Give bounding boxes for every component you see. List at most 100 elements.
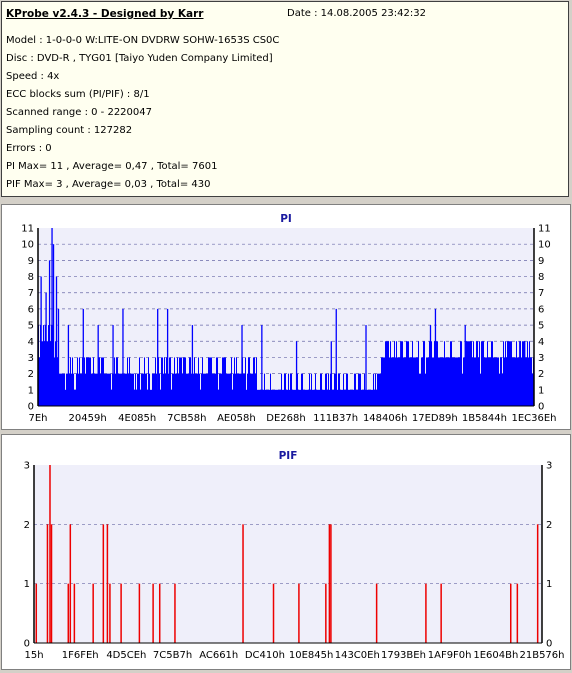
pi-bar	[257, 389, 258, 406]
pi-bar	[214, 373, 215, 406]
pi-bar	[266, 389, 267, 406]
x-tick-label: 17ED89h	[412, 413, 458, 424]
pi-peak	[48, 260, 51, 406]
pi-bar	[317, 389, 318, 406]
x-tick-label: 15h	[24, 650, 43, 661]
pi-bar	[212, 373, 213, 406]
pi-peak	[97, 325, 99, 406]
pi-bar	[446, 357, 447, 406]
pi-bar	[182, 373, 183, 406]
pi-bar	[159, 373, 160, 406]
pi-bar	[142, 373, 143, 406]
pi-bar	[343, 373, 344, 406]
pi-bar	[187, 373, 188, 406]
x-tick-label: AE058h	[217, 413, 256, 424]
pi-peak	[112, 325, 114, 406]
pi-bar	[529, 341, 530, 406]
pi-bar	[483, 341, 484, 406]
pi-bar	[141, 373, 142, 406]
pi-bar	[385, 341, 386, 406]
pi-bar	[272, 389, 273, 406]
pi-bar	[237, 373, 238, 406]
pi-bar	[315, 373, 316, 406]
pi-bar	[415, 357, 416, 406]
pi-bar	[403, 357, 404, 406]
pi-bar	[200, 389, 201, 406]
pi-bar	[164, 357, 165, 406]
pi-bar	[363, 389, 364, 406]
pi-peak	[40, 276, 42, 406]
y-tick-label-left: 9	[28, 256, 34, 267]
x-tick-label: 4E085h	[118, 413, 156, 424]
pi-bar	[391, 357, 392, 406]
pi-bar	[454, 357, 455, 406]
pi-bar	[170, 357, 171, 406]
pi-bar	[494, 357, 495, 406]
pi-bar	[286, 389, 287, 406]
pi-peak	[330, 341, 332, 406]
pi-bar	[158, 357, 159, 406]
pi-bar	[234, 357, 235, 406]
pif-bar	[35, 583, 38, 643]
pi-bar	[523, 341, 524, 406]
pi-bar	[72, 357, 73, 406]
y-tick-label-right: 0	[538, 402, 544, 413]
pi-bar	[163, 373, 164, 406]
pi-bar	[474, 357, 475, 406]
pi-bar	[433, 357, 434, 406]
chart-title: PIF	[279, 450, 298, 462]
pi-bar	[442, 357, 443, 406]
pi-bar	[161, 357, 162, 406]
pif-bar	[516, 583, 519, 643]
pi-peak	[191, 325, 194, 406]
pi-bar	[374, 389, 375, 406]
pi-bar	[368, 389, 369, 406]
pi-peak	[51, 228, 53, 406]
pi-bar	[510, 341, 511, 406]
pi-bar	[175, 373, 176, 406]
pi-bar	[97, 373, 98, 406]
pi-bar	[145, 373, 146, 406]
pi-bar	[194, 357, 195, 406]
pi-bar	[318, 389, 319, 406]
pi-bar	[471, 341, 472, 406]
pif-bar	[375, 583, 378, 643]
pi-bar	[383, 357, 384, 406]
pi-bar	[502, 373, 503, 406]
pi-bar	[156, 373, 157, 406]
pi-bar	[402, 341, 403, 406]
pi-bar	[444, 341, 445, 406]
pi-bar	[155, 357, 156, 406]
pi-bar	[478, 357, 479, 406]
pi-bar	[348, 389, 349, 406]
pi-bar	[94, 373, 95, 406]
pi-bar	[314, 389, 315, 406]
pi-bar	[135, 373, 136, 406]
pi-bar	[44, 341, 45, 406]
pif-bar	[298, 583, 300, 643]
pi-bar	[124, 373, 125, 406]
pi-bar	[484, 357, 485, 406]
x-tick-label: 1793BEh	[381, 650, 426, 661]
pi-bar	[132, 373, 133, 406]
pi-bar	[514, 357, 515, 406]
pi-bar	[458, 357, 459, 406]
pi-bar	[387, 341, 388, 406]
pi-bar	[60, 373, 61, 406]
y-tick-label-left: 8	[28, 272, 34, 283]
pi-bar	[507, 341, 508, 406]
pi-bar	[245, 357, 246, 406]
pi-bar	[185, 357, 186, 406]
pi-bar	[228, 373, 229, 406]
pi-bar	[154, 373, 155, 406]
pi-bar	[462, 373, 463, 406]
pi-bar	[428, 357, 429, 406]
y-tick-label-left: 2	[24, 520, 30, 531]
pif-bar	[330, 524, 332, 643]
pi-bar	[463, 357, 464, 406]
pi-bar	[104, 373, 105, 406]
pi-bar	[260, 389, 261, 406]
pi-bar	[469, 341, 470, 406]
pi-bar	[116, 357, 117, 406]
pi-bar	[413, 357, 414, 406]
